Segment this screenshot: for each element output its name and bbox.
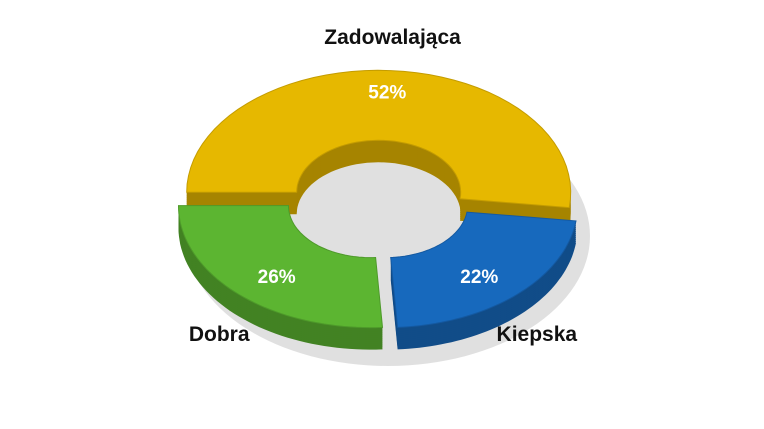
value-label: 52% <box>368 83 406 104</box>
value-label: 26% <box>258 267 296 288</box>
category-label: Kiepska <box>497 323 578 346</box>
category-label: Dobra <box>189 323 250 346</box>
segment <box>390 211 577 328</box>
category-label: Zadowalająca <box>324 26 461 49</box>
segment <box>177 205 384 329</box>
segment <box>186 69 572 209</box>
value-label: 22% <box>460 267 498 288</box>
